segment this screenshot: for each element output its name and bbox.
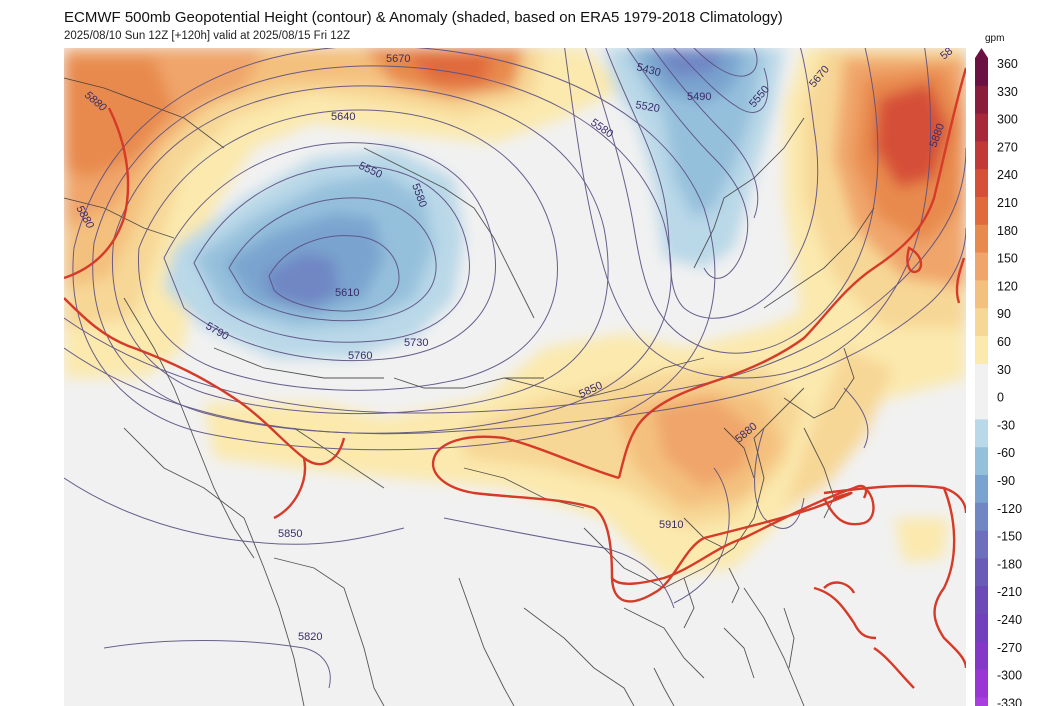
colorbar-band — [975, 197, 988, 226]
colorbar-band — [975, 169, 988, 198]
coastlines — [64, 77, 875, 706]
colorbar-tick-label: 30 — [997, 363, 1011, 377]
colorbar: 3603303002702402101801501209060300-30-60… — [975, 48, 1022, 706]
colorbar-tick-label: 60 — [997, 335, 1011, 349]
colorbar-ticks: 3603303002702402101801501209060300-30-60… — [997, 57, 1022, 706]
colorbar-band — [975, 419, 988, 448]
colorbar-tick-label: 360 — [997, 57, 1018, 71]
map-subtitle: 2025/08/10 Sun 12Z [+120h] valid at 2025… — [64, 30, 351, 42]
contour-label: 5850 — [278, 528, 302, 540]
height-contours — [64, 48, 966, 689]
colorbar-tick-label: 270 — [997, 140, 1018, 154]
colorbar-band — [975, 308, 988, 337]
colorbar-band — [975, 363, 988, 393]
colorbar-band — [975, 586, 988, 615]
colorbar-tick-label: 330 — [997, 85, 1018, 99]
contour-label: 5490 — [687, 91, 711, 103]
colorbar-arrow — [975, 48, 988, 58]
colorbar-bands — [975, 48, 988, 706]
colorbar-tick-label: -120 — [997, 502, 1022, 516]
colorbar-band — [975, 447, 988, 476]
colorbar-tick-label: -180 — [997, 557, 1022, 571]
contour-5880 — [64, 67, 966, 689]
contour-label: 5640 — [331, 111, 355, 123]
colorbar-tick-label: 240 — [997, 168, 1018, 182]
colorbar-band — [975, 530, 988, 559]
anomaly-shading — [64, 48, 966, 578]
colorbar-tick-label: 150 — [997, 252, 1018, 266]
colorbar-band — [975, 280, 988, 309]
contour-label: 5820 — [298, 631, 322, 643]
colorbar-tick-label: -270 — [997, 641, 1022, 655]
contour-label: 5730 — [404, 337, 428, 349]
colorbar-band — [975, 113, 988, 142]
colorbar-tick-label: -30 — [997, 418, 1015, 432]
colorbar-band — [975, 141, 988, 170]
colorbar-band — [975, 224, 988, 254]
colorbar-tick-label: 180 — [997, 224, 1018, 238]
colorbar-band — [975, 502, 988, 532]
contour-label: 5670 — [386, 53, 410, 65]
anomaly-map: 5880 5880 5670 5640 5550 5580 5610 5790 … — [64, 48, 966, 706]
colorbar-band — [975, 614, 988, 643]
map-title: ECMWF 500mb Geopotential Height (contour… — [64, 9, 783, 26]
contour-label: 5610 — [335, 287, 359, 299]
colorbar-tick-label: -300 — [997, 669, 1022, 683]
contour-label: 5910 — [659, 519, 683, 531]
contour-label: 5520 — [634, 99, 660, 115]
colorbar-unit: gpm — [985, 33, 1005, 44]
contour-label: 5760 — [348, 350, 372, 362]
colorbar-band — [975, 641, 988, 671]
colorbar-tick-label: -210 — [997, 585, 1022, 599]
colorbar-band — [975, 558, 988, 587]
colorbar-band — [975, 58, 988, 87]
colorbar-band — [975, 336, 988, 365]
colorbar-tick-label: 120 — [997, 279, 1018, 293]
colorbar-tick-label: -60 — [997, 446, 1015, 460]
colorbar-band — [975, 85, 988, 115]
colorbar-band — [975, 252, 988, 281]
colorbar-tick-label: 210 — [997, 196, 1018, 210]
colorbar-band — [975, 391, 988, 420]
colorbar-tick-label: -240 — [997, 613, 1022, 627]
colorbar-tick-label: 90 — [997, 307, 1011, 321]
colorbar-tick-label: -90 — [997, 474, 1015, 488]
colorbar-band — [975, 669, 988, 698]
colorbar-tick-label: -330 — [997, 696, 1022, 706]
colorbar-tick-label: 300 — [997, 113, 1018, 127]
colorbar-tick-label: -150 — [997, 530, 1022, 544]
colorbar-band — [975, 475, 988, 504]
colorbar-tick-label: 0 — [997, 391, 1004, 405]
colorbar-band — [975, 697, 988, 706]
